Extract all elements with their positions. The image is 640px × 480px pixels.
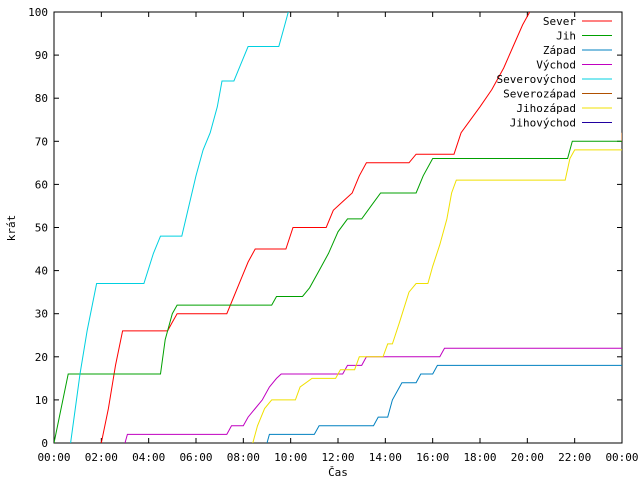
x-axis-title: Čas <box>328 466 348 479</box>
series-group <box>54 12 622 443</box>
y-tick-label: 80 <box>35 92 48 105</box>
y-tick-label: 20 <box>35 351 48 364</box>
y-tick-label: 40 <box>35 265 48 278</box>
x-tick-label: 06:00 <box>179 451 212 464</box>
series-line-4 <box>124 347 622 443</box>
y-tick-label: 30 <box>35 308 48 321</box>
x-tick-label: 00:00 <box>605 451 638 464</box>
y-axis-title: krát <box>5 215 18 242</box>
x-tick-label: 18:00 <box>463 451 496 464</box>
legend-label: Jihovýchod <box>510 117 576 130</box>
x-tick-label: 12:00 <box>321 451 354 464</box>
series-line-2 <box>54 140 622 443</box>
legend-label: Jihozápad <box>516 102 576 115</box>
y-tick-label: 10 <box>35 394 48 407</box>
x-tick-label: 14:00 <box>369 451 402 464</box>
x-tick-label: 08:00 <box>227 451 260 464</box>
legend-label: Západ <box>543 44 576 57</box>
legend-label: Severovýchod <box>497 73 576 86</box>
legend-label: Severozápad <box>503 88 576 101</box>
y-tick-label: 100 <box>28 6 48 19</box>
x-axis: 00:00 02:00 04:00 06:00 08:00 10:00 12:00 14:00… <box>37 12 639 464</box>
x-tick-label: 22:00 <box>558 451 591 464</box>
series-line-3 <box>266 364 622 443</box>
x-tick-label: 10:00 <box>274 451 307 464</box>
legend-label: Jih <box>556 30 576 43</box>
x-tick-label: 20:00 <box>511 451 544 464</box>
x-tick-label: 02:00 <box>85 451 118 464</box>
legend-label: Sever <box>543 15 576 28</box>
y-tick-label: 90 <box>35 49 48 62</box>
y-tick-label: 0 <box>41 437 48 450</box>
x-tick-label: 04:00 <box>132 451 165 464</box>
x-tick-label: 00:00 <box>37 451 70 464</box>
series-line-1 <box>100 12 531 443</box>
series-line-5 <box>70 12 289 443</box>
y-tick-label: 50 <box>35 222 48 235</box>
series-line-7 <box>252 149 622 443</box>
x-tick-label: 16:00 <box>416 451 449 464</box>
y-tick-label: 70 <box>35 135 48 148</box>
legend-label: Východ <box>536 59 576 72</box>
y-tick-label: 60 <box>35 178 48 191</box>
